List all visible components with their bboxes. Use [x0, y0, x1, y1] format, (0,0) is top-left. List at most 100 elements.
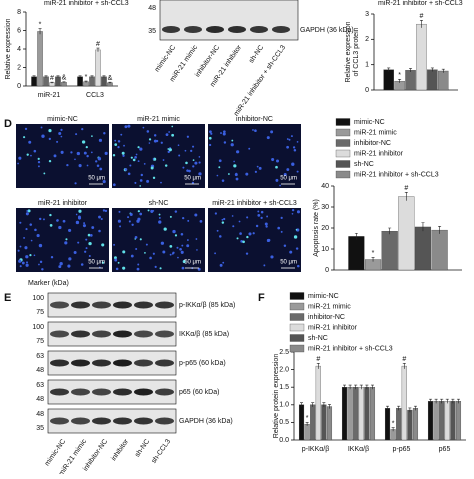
cell-nucleus [129, 212, 133, 216]
cell-nucleus [115, 267, 119, 271]
bar [353, 387, 359, 441]
blot-band [134, 359, 153, 367]
bar [414, 226, 432, 271]
x-tick-label: IKKα/β [348, 446, 369, 453]
micrograph-title: inhibitor-NC [236, 116, 273, 123]
blot-label: IKKα/β (85 kDa) [179, 331, 229, 338]
blot-band [92, 388, 111, 396]
cell-nucleus [172, 251, 175, 254]
cell-nucleus [140, 173, 144, 177]
bar [444, 401, 450, 441]
cell-nucleus [144, 252, 146, 254]
cell-nucleus [260, 210, 264, 214]
significance-mark: & [108, 75, 113, 82]
bar [381, 230, 398, 271]
cell-nucleus [290, 135, 293, 138]
cell-nucleus [139, 147, 143, 151]
cell-nucleus [73, 251, 77, 255]
y-tick-label: 0 [17, 83, 21, 90]
bar [101, 76, 107, 87]
blot-band [92, 417, 111, 425]
error-bar [90, 75, 94, 78]
cell-nucleus [23, 136, 26, 139]
blot-band [113, 359, 132, 367]
cell-nucleus [38, 243, 43, 248]
cell-nucleus [130, 156, 133, 159]
cell-nucleus [62, 219, 66, 223]
cell-nucleus [296, 141, 299, 143]
cell-nucleus [174, 234, 178, 237]
error-bar [316, 362, 320, 369]
cell-nucleus [58, 265, 62, 269]
cell-nucleus [37, 165, 40, 168]
cell-nucleus [25, 255, 29, 259]
marker-label: 48 [36, 367, 44, 374]
legend-swatch [335, 170, 351, 179]
cell-nucleus [257, 210, 260, 213]
bar [427, 401, 434, 441]
cell-nucleus [81, 127, 84, 131]
x-tick-label: miR-21 [38, 92, 61, 99]
legend-label: inhibitor-NC [354, 140, 391, 147]
cell-nucleus [172, 229, 176, 234]
marker-label: 100 [32, 295, 44, 302]
legend-swatch [289, 313, 305, 321]
bar [55, 76, 61, 87]
significance-mark: # [420, 13, 424, 20]
cell-nucleus [53, 154, 57, 158]
cell-nucleus [248, 147, 251, 150]
cell-nucleus [137, 146, 140, 149]
cell-nucleus [30, 154, 32, 157]
cell-nucleus [33, 254, 36, 257]
cell-nucleus [216, 229, 219, 232]
bar [384, 408, 391, 441]
y-tick-label: 8 [17, 9, 21, 16]
cell-nucleus [286, 138, 289, 140]
error-bar [365, 384, 369, 390]
cell-nucleus [222, 132, 226, 136]
bar [364, 387, 370, 441]
cell-nucleus [277, 226, 281, 230]
cell-nucleus [162, 159, 165, 161]
cell-nucleus [49, 224, 53, 227]
cell-nucleus [85, 247, 88, 250]
cell-nucleus [124, 168, 128, 171]
blot-band [162, 26, 180, 33]
cell-nucleus [246, 216, 249, 219]
cell-nucleus [218, 166, 221, 169]
blot-band [113, 301, 132, 309]
cell-nucleus [127, 172, 131, 176]
cell-nucleus [169, 244, 173, 248]
significance-mark: # [404, 185, 408, 192]
cell-nucleus [218, 159, 222, 163]
cell-nucleus [181, 244, 184, 247]
cell-nucleus [88, 241, 92, 246]
bar [455, 401, 462, 441]
blot-band [71, 388, 90, 396]
cell-nucleus [235, 177, 239, 181]
cell-nucleus [17, 249, 20, 252]
cell-nucleus [121, 151, 125, 155]
lane-label: inhibitor [110, 438, 130, 463]
cell-nucleus [223, 217, 226, 221]
legend-fragment: miR-21 inhibitor + sh-CCL3 [44, 0, 129, 7]
cell-nucleus [296, 170, 299, 173]
cell-nucleus [160, 241, 165, 245]
cell-nucleus [82, 224, 86, 228]
bar [304, 424, 310, 441]
cell-nucleus [135, 153, 138, 156]
marker-label: 63 [36, 353, 44, 360]
cell-nucleus [64, 241, 68, 245]
cell-nucleus [43, 172, 46, 175]
blot-band [184, 26, 202, 33]
error-bar [96, 47, 100, 52]
bar [315, 365, 321, 441]
cell-nucleus [96, 164, 100, 167]
cell-nucleus [271, 157, 275, 162]
cell-nucleus [148, 142, 151, 144]
cell-nucleus [149, 256, 152, 260]
cell-nucleus [275, 165, 278, 169]
blot-band [92, 330, 111, 338]
cell-nucleus [75, 133, 78, 136]
blot-label: p-p65 (60 kDa) [179, 360, 226, 367]
